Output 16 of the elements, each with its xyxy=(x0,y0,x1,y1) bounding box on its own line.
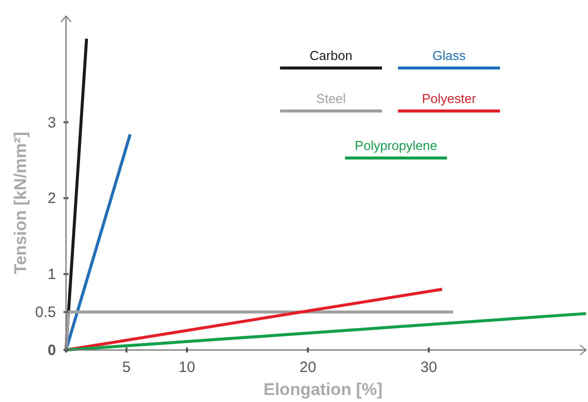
y-tick-label: 3 xyxy=(48,114,56,132)
y-axis-title: Tension [kN/mm²] xyxy=(11,132,30,274)
x-axis-title: Elongation [%] xyxy=(264,380,382,399)
x-tick-label: 10 xyxy=(178,359,196,376)
y-tick-label: 0 xyxy=(48,342,56,359)
y-tick-label: 1 xyxy=(48,266,56,284)
x-tick-label: 30 xyxy=(420,359,438,376)
legend-entry: Carbon xyxy=(280,48,382,70)
y-tick-label: 2 xyxy=(48,190,56,208)
legend-entry: Steel xyxy=(280,91,382,112)
y-tick-label: 0.5 xyxy=(35,304,56,322)
legend-entry: Glass xyxy=(398,48,500,70)
legend-entry: Polyester xyxy=(398,91,500,112)
x-tick-label: 20 xyxy=(300,359,316,376)
legend-entry: Polypropylene xyxy=(345,138,447,160)
x-tick-label: 5 xyxy=(122,359,131,376)
